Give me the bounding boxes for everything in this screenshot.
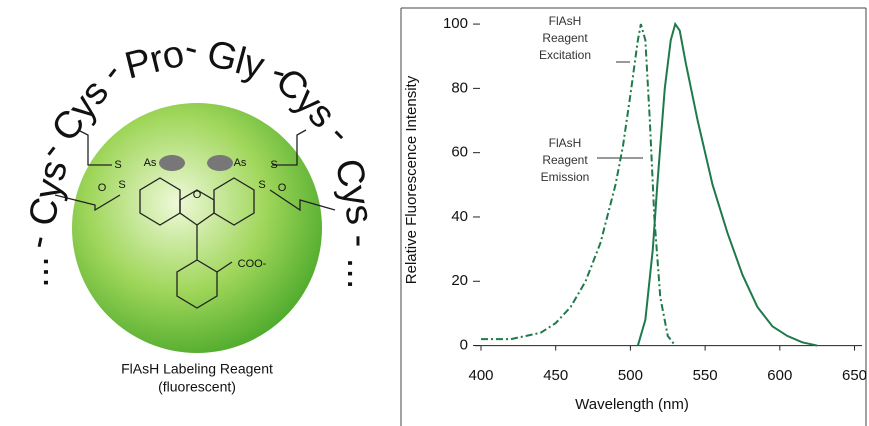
atom-ball [207,155,233,171]
x-tick-label: 400 [468,367,493,384]
line [636,21,818,347]
peptide-label: - Cys [16,157,76,252]
atom-label: S [270,159,277,171]
annotation: FlAsH [549,136,582,150]
annotation: Reagent [542,153,588,167]
caption: (fluorescent) [158,379,236,395]
atom-label: S [118,179,125,191]
peptide-label: Cys [327,155,382,228]
x-tick-label: 650 [842,367,867,384]
atom-label: O [278,182,287,194]
peptide-label: - ... [339,235,381,290]
y-tick-label: 100 [443,15,468,32]
atom-label: As [144,157,157,169]
y-tick-label: 80 [451,79,468,96]
atom-label: O [98,182,107,194]
annotation: Excitation [539,48,591,62]
atom-ball [159,155,185,171]
atom-label: S [114,159,121,171]
caption: FlAsH Labeling Reagent [121,361,273,377]
annotation: Reagent [542,31,588,45]
peptide-label: ... [15,256,57,288]
peptide-label: Pro [121,33,189,88]
atom-label: S [258,179,265,191]
x-tick-label: 500 [618,367,643,384]
y-tick-label: 60 [451,144,468,161]
x-tick-label: 450 [543,367,568,384]
line [481,23,677,347]
y-tick-label: 40 [451,208,468,225]
y-tick-label: 20 [451,272,468,289]
annotation: FlAsH [549,14,582,28]
annotation: Emission [541,170,590,184]
x-tick-label: 550 [693,367,718,384]
atom-label: O [193,189,202,201]
atom-label: As [234,157,247,169]
molecule [54,129,336,309]
atom-label: COO- [238,258,267,270]
x-axis-label: Wavelength (nm) [575,396,689,413]
y-axis-label: Relative Fluorescence Intensity [403,75,420,284]
y-tick-label: 0 [460,337,468,354]
x-tick-label: 600 [767,367,792,384]
